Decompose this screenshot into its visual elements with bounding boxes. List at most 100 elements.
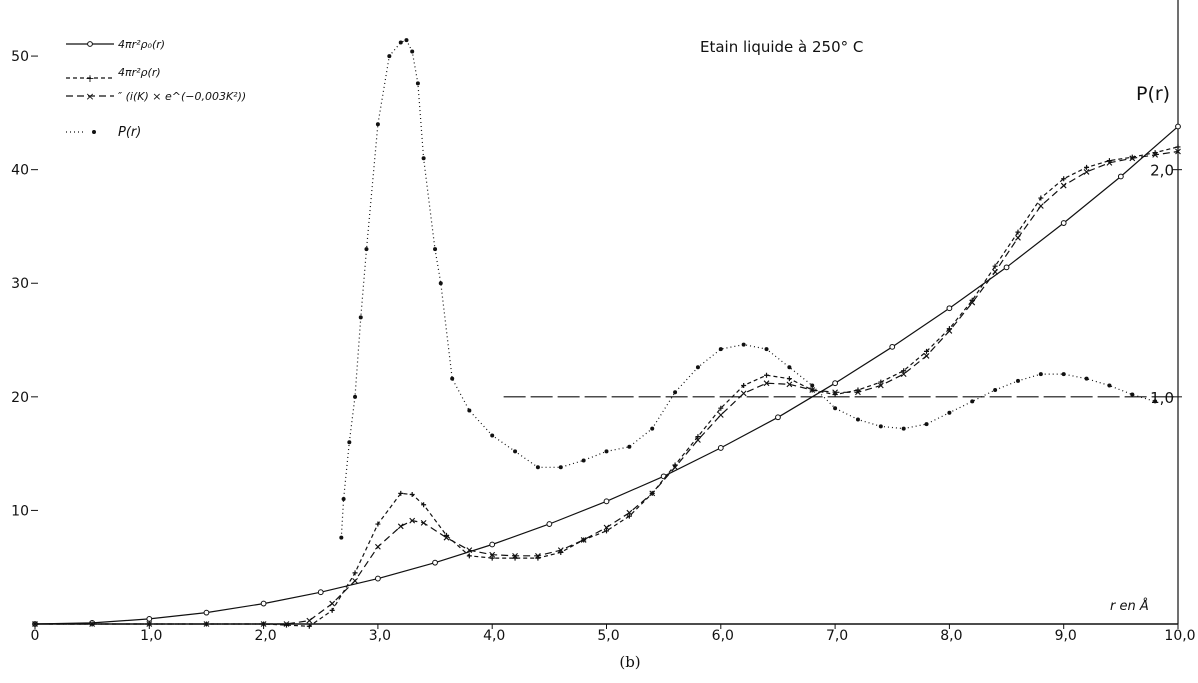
data-point <box>901 368 907 374</box>
data-point <box>718 405 724 411</box>
data-point <box>992 263 998 269</box>
data-point <box>1129 155 1136 162</box>
data-point <box>489 551 496 558</box>
data-point <box>535 465 540 470</box>
data-point <box>1015 234 1021 241</box>
data-point <box>535 552 541 559</box>
data-point <box>764 347 769 352</box>
series-1 <box>32 144 1181 629</box>
data-point <box>695 434 701 440</box>
data-point <box>763 380 770 387</box>
data-point <box>89 621 96 627</box>
data-point <box>1084 376 1089 381</box>
data-point <box>203 621 210 627</box>
data-point <box>1083 169 1090 175</box>
data-point <box>466 553 472 559</box>
data-point <box>877 382 884 389</box>
data-point <box>1038 372 1043 377</box>
data-point <box>364 247 369 252</box>
data-point <box>398 490 404 496</box>
data-point <box>398 40 403 45</box>
data-point <box>375 521 381 527</box>
data-point <box>467 408 472 413</box>
data-point <box>924 422 929 427</box>
data-point <box>546 521 553 527</box>
data-point <box>1175 144 1181 150</box>
data-point <box>1061 372 1066 377</box>
series-3 <box>339 38 1158 540</box>
data-point <box>358 315 363 320</box>
x-tick-label: 9,0 <box>1055 628 1077 644</box>
x-tick-layer: 0 1,0 2,0 3,0 4,0 5,0 6,0 7,0 8,0 9,0 10,0 <box>31 624 1196 644</box>
x-tick-label: 6,0 <box>712 628 734 644</box>
x-tick-label: 5,0 <box>597 628 619 644</box>
series-layer <box>32 38 1181 629</box>
data-point <box>415 81 420 86</box>
x-tick-label: 4,0 <box>483 628 505 644</box>
data-point <box>433 247 438 252</box>
data-point <box>923 353 930 359</box>
data-point <box>878 424 883 429</box>
data-point <box>347 440 352 445</box>
legend-marker-rho0 <box>87 41 93 47</box>
chart-legend: 4πr²ρ₀(r) + 4πr²ρ(r) × ″ (i(K) × e^(−0,0… <box>66 38 246 140</box>
data-point <box>673 390 678 395</box>
legend-marker-rho: + <box>85 72 94 85</box>
legend-marker-prob <box>92 130 96 134</box>
y-left-tick-layer: 10 20 30 40 50 <box>11 49 38 519</box>
data-point <box>352 577 358 584</box>
data-point <box>146 615 153 622</box>
series-0 <box>32 123 1181 627</box>
data-point <box>375 122 380 127</box>
data-point <box>603 524 610 531</box>
data-point <box>695 437 701 443</box>
data-point <box>1152 152 1159 158</box>
data-point <box>443 534 450 541</box>
data-point <box>717 412 724 418</box>
data-point <box>397 523 404 530</box>
data-point <box>695 365 700 370</box>
chart-title: Etain liquide à 250° C <box>700 38 863 56</box>
data-point <box>672 464 678 471</box>
data-point <box>786 376 792 382</box>
x-tick-label: 8,0 <box>940 628 962 644</box>
data-point <box>775 414 781 421</box>
data-point <box>627 444 632 449</box>
data-point <box>741 382 747 388</box>
data-point <box>581 458 586 463</box>
data-point <box>306 623 312 629</box>
series-line <box>35 150 1179 625</box>
legend-marker-damped: × <box>85 90 94 103</box>
data-point <box>947 410 952 415</box>
data-point <box>352 570 358 576</box>
data-point <box>833 406 838 411</box>
data-point <box>1061 176 1067 182</box>
data-point <box>900 371 907 378</box>
data-point <box>557 547 564 554</box>
series-line <box>340 39 1156 538</box>
data-point <box>604 528 609 534</box>
data-point <box>1175 148 1181 155</box>
data-point <box>513 449 518 454</box>
data-point <box>717 445 724 451</box>
data-point <box>1060 220 1067 226</box>
data-point <box>832 389 838 396</box>
data-point <box>992 268 999 275</box>
data-point <box>741 342 746 347</box>
legend-entry-rho: + 4πr²ρ(r) <box>66 66 161 85</box>
data-point <box>993 388 998 393</box>
data-point <box>1153 399 1158 404</box>
data-point <box>649 490 656 497</box>
series-line <box>34 126 1179 625</box>
x-tick-label: 2,0 <box>254 628 276 644</box>
y-right-tick-layer: 1,0 2,0 <box>1150 162 1182 407</box>
data-point <box>650 426 655 431</box>
legend-label-rho0: 4πr²ρ₀(r) <box>118 38 165 51</box>
data-point <box>1130 392 1135 397</box>
data-point <box>353 394 358 399</box>
data-point <box>1060 182 1067 189</box>
data-point <box>970 399 975 404</box>
data-point <box>432 559 438 566</box>
data-point <box>1084 164 1090 170</box>
data-point <box>260 600 267 607</box>
